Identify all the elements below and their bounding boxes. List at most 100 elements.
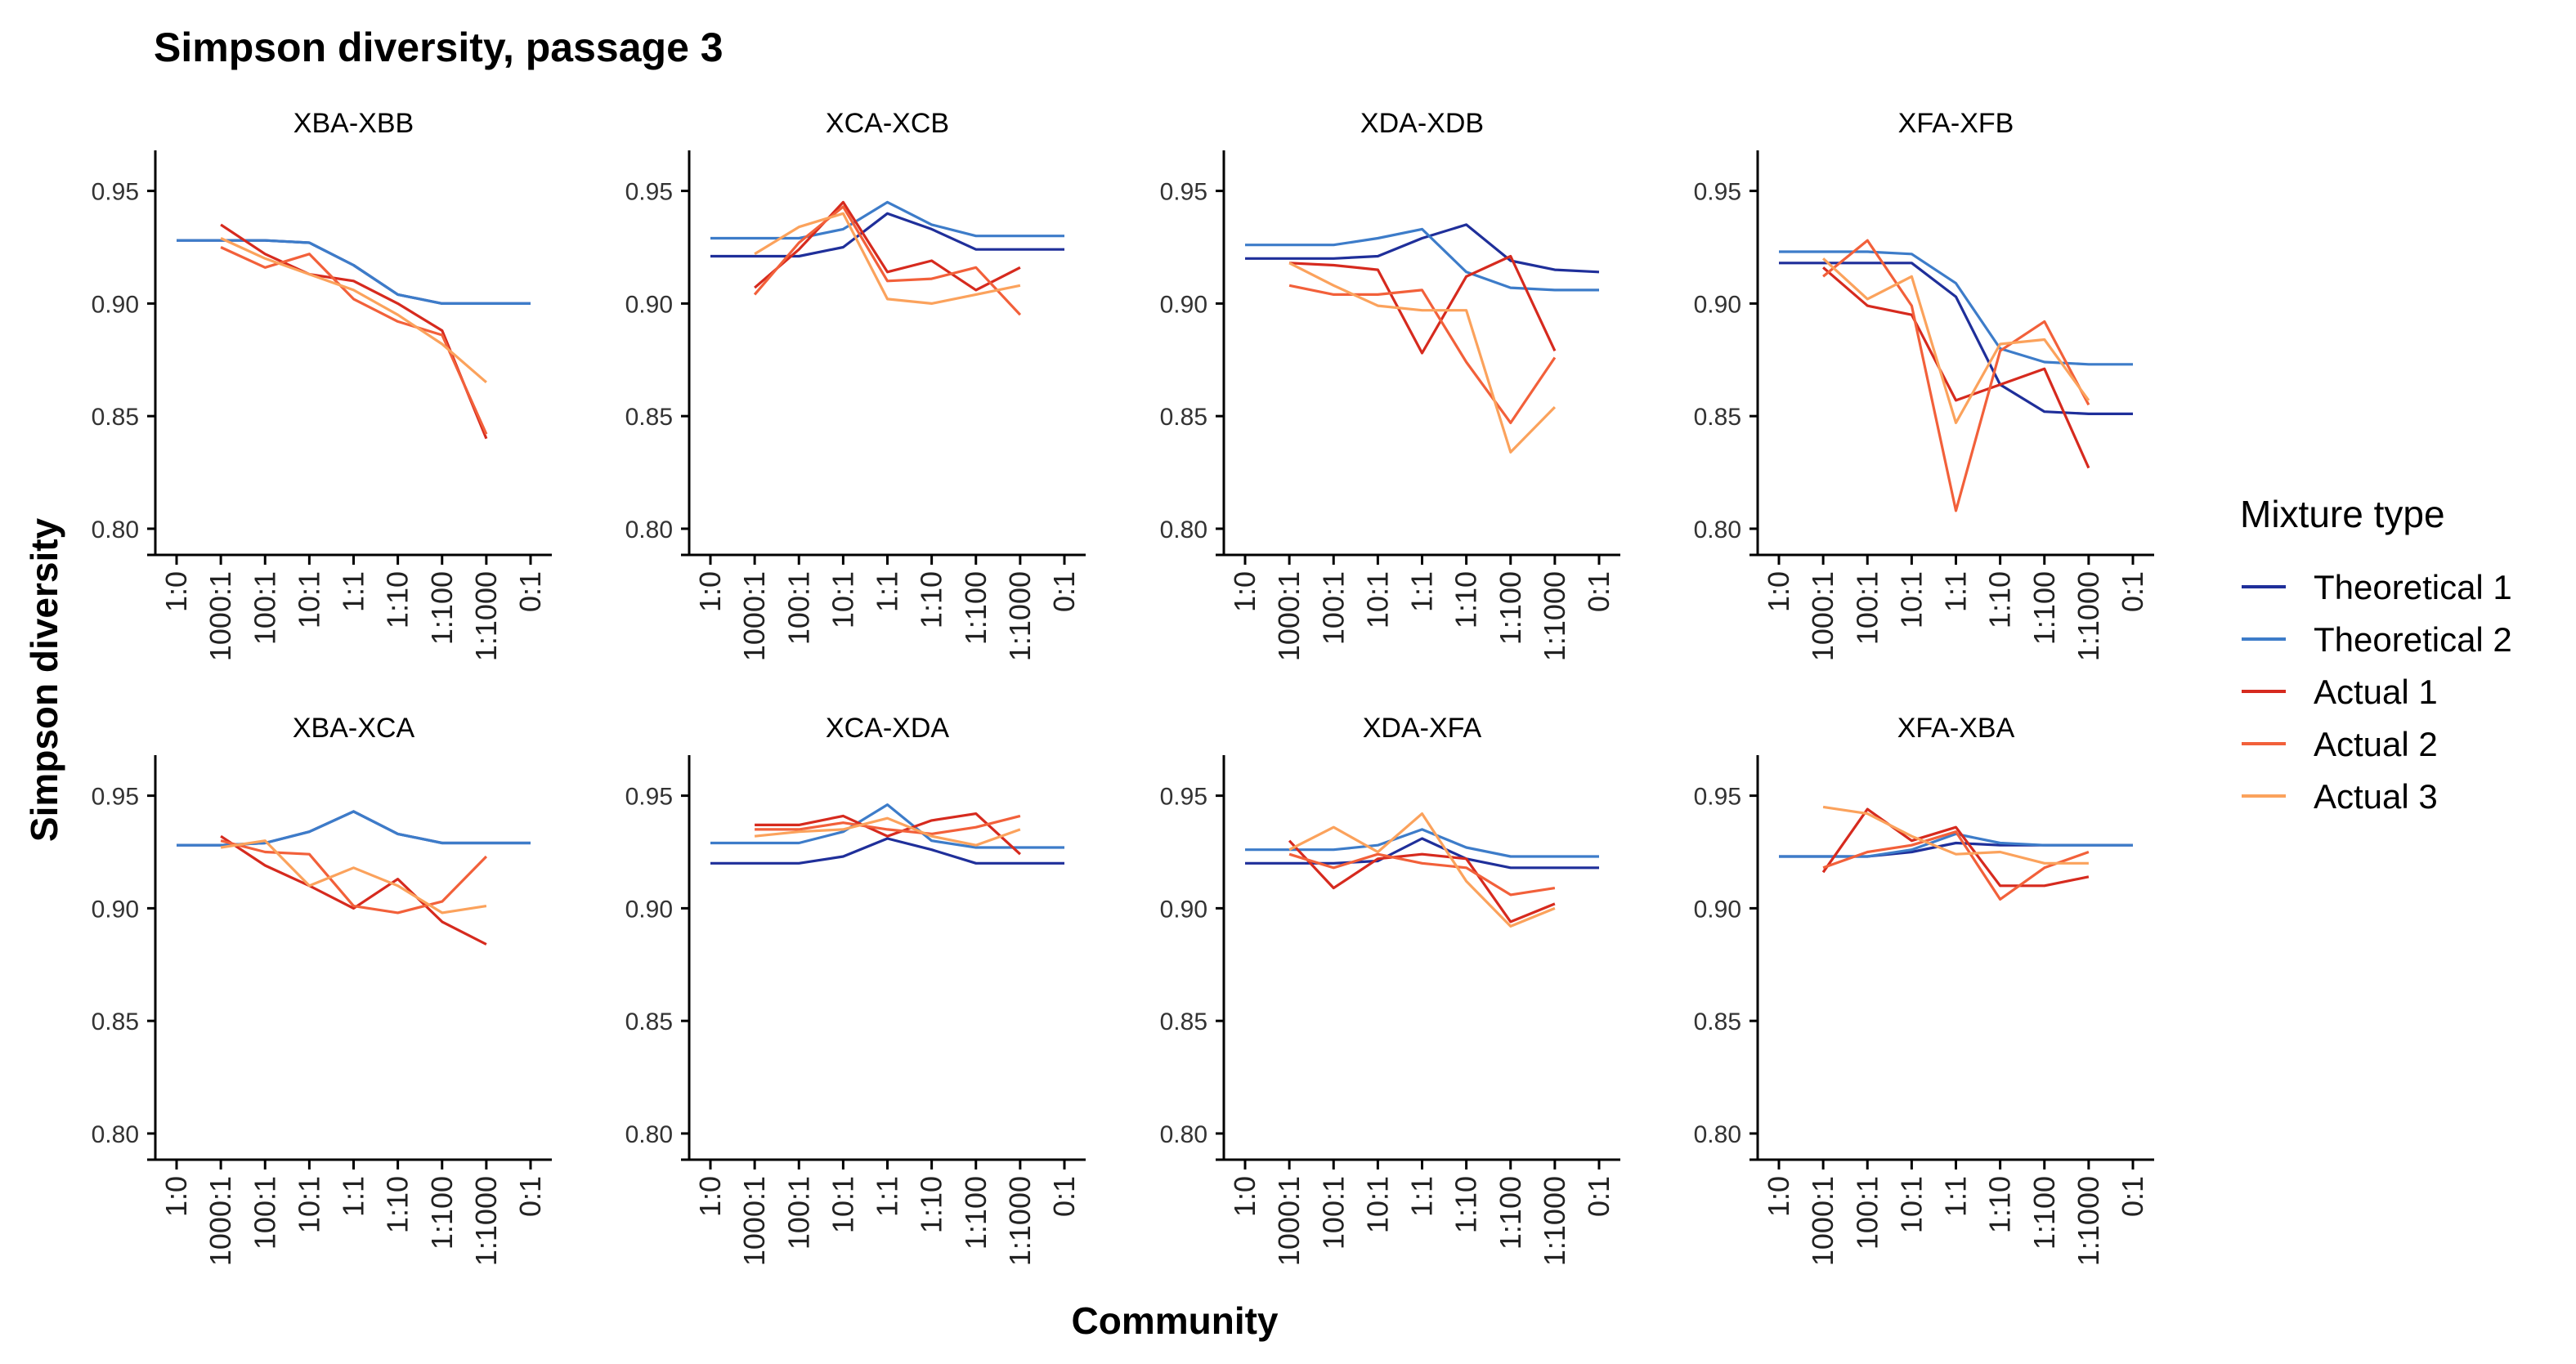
x-tick-label: 1:0 bbox=[1228, 571, 1261, 612]
series-line-theoretical-2 bbox=[1245, 828, 1599, 858]
y-tick-label: 0.85 bbox=[1160, 404, 1207, 431]
x-tick-label: 1:1000 bbox=[1538, 571, 1571, 661]
y-tick-label: 0.85 bbox=[625, 1008, 673, 1035]
x-axis-title: Community bbox=[1072, 1299, 1279, 1342]
x-tick-label: 10:1 bbox=[826, 571, 859, 628]
series-line-theoretical-1 bbox=[1779, 262, 2133, 415]
x-tick-label: 10:1 bbox=[1894, 571, 1928, 628]
x-tick-label: 100:1 bbox=[782, 571, 815, 645]
x-tick-label: 1:100 bbox=[425, 571, 459, 645]
y-tick-label: 0.90 bbox=[1694, 291, 1741, 318]
series-line-actual-2 bbox=[755, 814, 1021, 835]
x-tick-label: 1:1 bbox=[337, 1176, 370, 1217]
x-tick-label: 1:100 bbox=[2027, 1176, 2061, 1250]
series-line-theoretical-2 bbox=[177, 239, 531, 305]
x-tick-label: 1:1 bbox=[337, 571, 370, 612]
x-tick-label: 100:1 bbox=[1316, 571, 1350, 645]
x-tick-label: 1:1000 bbox=[1538, 1176, 1571, 1266]
legend-label-theoretical-1: Theoretical 1 bbox=[2314, 568, 2512, 606]
x-tick-label: 1:0 bbox=[693, 571, 727, 612]
series-line-actual-2 bbox=[1822, 830, 2090, 901]
series-line-theoretical-2 bbox=[1779, 250, 2133, 366]
chart-title: Simpson diversity, passage 3 bbox=[154, 25, 724, 70]
legend-label-theoretical-2: Theoretical 2 bbox=[2314, 620, 2512, 659]
x-tick-label: 1:10 bbox=[1983, 571, 2017, 628]
x-tick-label: 100:1 bbox=[782, 1176, 815, 1250]
series-line-actual-2 bbox=[220, 839, 488, 915]
y-tick-label: 0.90 bbox=[625, 291, 673, 318]
x-tick-label: 10:1 bbox=[1360, 571, 1394, 628]
panel-title: XBA-XBB bbox=[293, 108, 414, 139]
x-tick-label: 1:0 bbox=[159, 1176, 193, 1217]
series-line-actual-3 bbox=[1822, 257, 2090, 424]
y-tick-label: 0.95 bbox=[1694, 784, 1741, 811]
x-tick-label: 0:1 bbox=[1582, 571, 1615, 612]
y-tick-label: 0.95 bbox=[92, 179, 139, 206]
y-tick-label: 0.90 bbox=[1160, 291, 1207, 318]
series-line-actual-1 bbox=[1821, 807, 2090, 888]
x-tick-label: 1000:1 bbox=[204, 1176, 237, 1266]
x-tick-label: 1:0 bbox=[693, 1176, 727, 1217]
x-tick-label: 1:1000 bbox=[2072, 571, 2105, 661]
y-tick-label: 0.80 bbox=[1160, 517, 1207, 543]
x-tick-label: 1:1000 bbox=[469, 571, 503, 661]
series-line-actual-3 bbox=[220, 839, 487, 915]
x-tick-label: 0:1 bbox=[1582, 1176, 1615, 1217]
x-tick-label: 1:0 bbox=[1762, 1176, 1795, 1217]
series-line-theoretical-1 bbox=[1245, 223, 1600, 274]
x-tick-label: 10:1 bbox=[826, 1176, 859, 1233]
x-tick-label: 1000:1 bbox=[1806, 1176, 1839, 1266]
panel-title: XCA-XDA bbox=[826, 713, 949, 744]
y-tick-label: 0.80 bbox=[1694, 517, 1741, 543]
series-line-theoretical-1 bbox=[710, 837, 1064, 865]
panel-xda-xfa: XDA-XFA 0.80 0.85 0.90 0.95 1:0 1000:1 100:1 10:… bbox=[1160, 713, 1620, 1266]
y-tick-label: 0.95 bbox=[625, 179, 673, 206]
x-tick-label: 0:1 bbox=[513, 571, 547, 612]
y-tick-label: 0.85 bbox=[625, 404, 673, 431]
y-tick-label: 0.80 bbox=[625, 517, 673, 543]
x-tick-label: 0:1 bbox=[2116, 1176, 2149, 1217]
x-tick-label: 1:10 bbox=[381, 1176, 414, 1233]
y-tick-label: 0.95 bbox=[1160, 179, 1207, 206]
x-tick-label: 1:1 bbox=[1939, 571, 1973, 612]
y-tick-label: 0.95 bbox=[92, 784, 139, 811]
legend-label-actual-2: Actual 2 bbox=[2314, 725, 2438, 763]
x-tick-label: 1:1000 bbox=[469, 1176, 503, 1266]
series-line-theoretical-2 bbox=[1245, 227, 1599, 292]
y-tick-label: 0.85 bbox=[1694, 404, 1741, 431]
x-tick-label: 10:1 bbox=[292, 571, 325, 628]
panel-xba-xbb: XBA-XBB 0.80 0.85 0.90 0.95 1:0 1000:1 100:1 10:… bbox=[92, 108, 552, 661]
series-line-actual-2 bbox=[1822, 239, 2090, 512]
panel-xca-xcb: XCA-XCB 0.80 0.85 0.90 0.95 1:0 1000:1 100:1 10:… bbox=[625, 108, 1086, 661]
facet-panels: XBA-XBB 0.80 0.85 0.90 0.95 1:0 1000:1 100:1 10:… bbox=[92, 108, 2154, 1266]
x-tick-label: 1:100 bbox=[2027, 571, 2061, 645]
series-line-theoretical-2 bbox=[710, 200, 1064, 240]
x-tick-label: 0:1 bbox=[1047, 571, 1081, 612]
panel-xfa-xba: XFA-XBA 0.80 0.85 0.90 0.95 1:0 1000:1 100:1 10:… bbox=[1694, 713, 2154, 1266]
x-tick-label: 1:1000 bbox=[1003, 571, 1037, 661]
series-line-actual-1 bbox=[220, 223, 488, 440]
y-tick-label: 0.90 bbox=[92, 291, 139, 318]
x-tick-label: 1:1 bbox=[871, 571, 904, 612]
x-tick-label: 1:10 bbox=[1449, 1176, 1483, 1233]
x-tick-label: 1:10 bbox=[1449, 571, 1483, 628]
x-tick-label: 1:1 bbox=[1405, 1176, 1439, 1217]
legend-label-actual-1: Actual 1 bbox=[2314, 673, 2438, 711]
x-tick-label: 100:1 bbox=[1316, 1176, 1350, 1250]
series-line-actual-3 bbox=[754, 816, 1021, 847]
x-tick-label: 1:10 bbox=[915, 571, 948, 628]
series-line-actual-3 bbox=[1288, 812, 1556, 928]
y-tick-label: 0.80 bbox=[1694, 1121, 1741, 1148]
y-tick-label: 0.85 bbox=[92, 1008, 139, 1035]
x-tick-label: 1:100 bbox=[959, 571, 992, 645]
y-tick-label: 0.80 bbox=[92, 517, 139, 543]
x-tick-label: 1:0 bbox=[159, 571, 193, 612]
y-tick-label: 0.80 bbox=[1160, 1121, 1207, 1148]
panel-title: XFA-XBA bbox=[1897, 713, 2015, 744]
y-tick-label: 0.80 bbox=[625, 1121, 673, 1148]
legend-label-actual-3: Actual 3 bbox=[2314, 777, 2438, 816]
series-line-actual-1 bbox=[755, 812, 1021, 856]
x-tick-label: 1000:1 bbox=[1272, 1176, 1306, 1266]
x-tick-label: 1000:1 bbox=[1272, 571, 1306, 661]
series-line-actual-3 bbox=[1288, 262, 1557, 454]
